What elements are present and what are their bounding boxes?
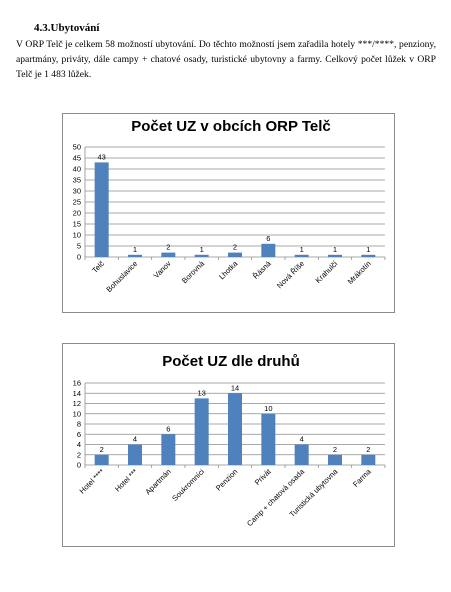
category-label: Krahulčí (314, 258, 340, 284)
data-label: 1 (300, 245, 304, 254)
y-tick-label: 8 (77, 420, 81, 429)
category-label: Penzion (214, 467, 240, 493)
data-label: 13 (197, 388, 205, 397)
data-label: 43 (97, 152, 105, 161)
y-tick-label: 0 (77, 253, 81, 262)
bar (128, 254, 142, 257)
bar (94, 162, 109, 257)
data-label: 2 (366, 445, 370, 454)
y-tick-label: 10 (73, 409, 81, 418)
bar (161, 252, 176, 257)
bar (328, 254, 342, 257)
y-tick-label: 0 (77, 461, 81, 470)
bar (294, 254, 309, 257)
y-tick-label: 40 (73, 165, 81, 174)
y-tick-label: 30 (73, 187, 81, 196)
data-label: 1 (333, 245, 337, 254)
data-label: 2 (333, 445, 337, 454)
y-tick-label: 20 (73, 209, 81, 218)
data-label: 2 (233, 243, 237, 252)
y-tick-label: 6 (77, 430, 81, 439)
y-tick-label: 2 (77, 450, 81, 459)
category-label: Telč (90, 259, 106, 275)
category-label: Mrákotín (346, 259, 373, 286)
chart-title: Počet UZ dle druhů (162, 353, 300, 370)
chart-uz-by-type: Počet UZ dle druhů 0 2 4 6 8 10 12 14 16 2 Hotel **… (62, 343, 395, 547)
data-label: 6 (266, 234, 270, 243)
section-paragraph: V ORP Telč je celkem 58 možností ubytová… (16, 39, 436, 80)
y-tick-label: 45 (73, 154, 81, 163)
bar (161, 434, 176, 465)
chart-uz-by-municipality: Počet UZ v obcích ORP Telč 0 5 10 15 20 25 30 35… (62, 113, 395, 313)
category-label: Borovná (180, 258, 207, 285)
bar (128, 444, 142, 465)
data-label: 1 (366, 245, 370, 254)
category-label: Soukromníci (170, 467, 206, 503)
bar (361, 454, 376, 465)
data-label: 1 (133, 245, 137, 254)
data-label: 6 (166, 424, 170, 433)
category-label: Řásná (251, 258, 273, 280)
data-label: 2 (100, 445, 104, 454)
category-label: Hotel *** (113, 467, 139, 493)
bar (328, 454, 342, 465)
category-label: Bohuslavice (104, 259, 139, 294)
category-label: Vanov (152, 259, 173, 280)
bar (261, 243, 276, 257)
y-tick-label: 15 (73, 220, 81, 229)
y-tick-label: 5 (77, 242, 81, 251)
category-label: Privát (253, 466, 274, 487)
data-label: 14 (231, 383, 239, 392)
data-label: 10 (264, 404, 272, 413)
bar (94, 454, 109, 465)
y-tick-label: 50 (73, 143, 81, 152)
y-tick-label: 10 (73, 231, 81, 240)
bar (294, 444, 309, 465)
section-heading: 4.3.Ubytování (34, 22, 100, 34)
bar (194, 398, 209, 465)
bar (228, 252, 242, 257)
bar (194, 254, 209, 257)
bar (228, 393, 242, 465)
y-tick-label: 12 (73, 399, 81, 408)
bar (261, 413, 276, 465)
category-label: Farma (351, 466, 373, 488)
category-label: Camp + chatová osada (245, 466, 307, 528)
category-label: Lhotka (217, 258, 240, 281)
category-label: Nová Říše (275, 259, 306, 290)
data-label: 1 (200, 245, 204, 254)
category-label: Apartmán (143, 467, 172, 496)
y-tick-label: 35 (73, 176, 81, 185)
data-label: 4 (300, 435, 304, 444)
y-tick-label: 4 (77, 440, 81, 449)
y-tick-label: 25 (73, 198, 81, 207)
chart-uz-by-municipality-svg: Počet UZ v obcích ORP Telč 0 5 10 15 20 25 30 35… (73, 118, 386, 294)
y-tick-label: 16 (73, 379, 81, 388)
chart-title: Počet UZ v obcích ORP Telč (131, 118, 331, 135)
y-tick-label: 14 (73, 389, 81, 398)
category-label: Hotel **** (78, 467, 107, 496)
data-label: 4 (133, 435, 137, 444)
data-label: 2 (166, 243, 170, 252)
bar (361, 254, 376, 257)
